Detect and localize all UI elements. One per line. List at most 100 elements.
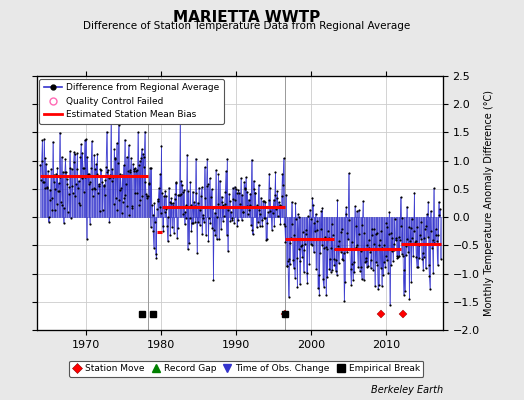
Point xyxy=(429,270,438,276)
Point xyxy=(192,155,200,162)
Point xyxy=(410,228,418,235)
Point xyxy=(394,254,402,260)
Point xyxy=(343,249,351,256)
Point xyxy=(385,209,394,216)
Point xyxy=(380,242,388,248)
Point xyxy=(157,210,165,216)
Point xyxy=(233,190,241,196)
Point xyxy=(331,268,340,274)
Point xyxy=(302,270,311,276)
Point xyxy=(260,214,269,221)
Point xyxy=(288,199,296,205)
Point xyxy=(199,214,208,221)
Point xyxy=(92,161,100,168)
Point xyxy=(153,206,161,212)
Point xyxy=(359,276,368,283)
Point xyxy=(407,278,416,285)
Point xyxy=(193,250,201,256)
Point xyxy=(160,209,169,215)
Point xyxy=(284,258,292,264)
Point xyxy=(78,175,86,181)
Point xyxy=(308,194,316,201)
Point xyxy=(104,167,112,174)
Point xyxy=(210,227,218,233)
Point xyxy=(75,202,84,208)
Point xyxy=(249,178,258,184)
Point xyxy=(212,167,220,173)
Point xyxy=(358,221,367,228)
Point xyxy=(91,166,99,172)
Point xyxy=(52,171,60,177)
Point xyxy=(378,283,386,289)
Point xyxy=(219,202,227,208)
Point xyxy=(347,281,355,288)
Point xyxy=(359,198,367,204)
Text: Difference of Station Temperature Data from Regional Average: Difference of Station Temperature Data f… xyxy=(83,21,410,31)
Point xyxy=(84,180,93,187)
Point xyxy=(312,266,320,272)
Point xyxy=(281,239,290,245)
Point xyxy=(98,179,106,185)
Point xyxy=(56,129,64,136)
Point xyxy=(173,225,182,231)
Point xyxy=(244,196,253,203)
Point xyxy=(265,197,273,203)
Point xyxy=(195,222,204,228)
Point xyxy=(413,264,421,270)
Point xyxy=(55,188,63,194)
Point xyxy=(267,226,276,233)
Point xyxy=(328,267,336,273)
Point xyxy=(340,298,348,304)
Point xyxy=(286,261,294,268)
Point xyxy=(356,268,364,274)
Point xyxy=(255,207,264,214)
Legend: Difference from Regional Average, Quality Control Failed, Estimated Station Mean: Difference from Regional Average, Qualit… xyxy=(39,79,224,124)
Point xyxy=(42,160,50,167)
Point xyxy=(146,164,154,171)
Point xyxy=(185,214,194,221)
Point xyxy=(331,246,339,252)
Point xyxy=(63,180,71,187)
Point xyxy=(42,184,51,191)
Point xyxy=(296,258,304,264)
Point xyxy=(344,170,353,177)
Point xyxy=(104,175,113,182)
Point xyxy=(107,178,116,184)
Point xyxy=(250,190,259,196)
Point xyxy=(191,218,200,225)
Point xyxy=(97,167,105,174)
Point xyxy=(95,182,103,189)
Point xyxy=(279,155,288,162)
Point xyxy=(391,216,399,222)
Point xyxy=(375,242,384,248)
Point xyxy=(372,230,380,237)
Point xyxy=(134,129,142,136)
Point xyxy=(262,236,270,243)
Point xyxy=(388,234,397,241)
Point xyxy=(410,190,419,196)
Point xyxy=(286,240,294,246)
Point xyxy=(241,185,249,192)
Point xyxy=(58,202,67,209)
Point xyxy=(220,212,228,219)
Point xyxy=(106,172,115,178)
Point xyxy=(321,234,329,240)
Point xyxy=(135,162,143,168)
Point xyxy=(170,230,178,236)
Point xyxy=(142,191,150,198)
Point xyxy=(148,202,156,208)
Point xyxy=(305,206,314,213)
Point xyxy=(85,220,94,227)
Point xyxy=(69,189,77,196)
Point xyxy=(342,204,351,211)
Point xyxy=(64,208,72,215)
Point xyxy=(424,262,433,268)
Point xyxy=(200,218,208,225)
Point xyxy=(73,150,82,156)
Point xyxy=(330,256,338,262)
Point xyxy=(231,197,239,203)
Point xyxy=(426,286,434,292)
Point xyxy=(169,200,177,207)
Point xyxy=(108,166,116,172)
Point xyxy=(99,207,107,213)
